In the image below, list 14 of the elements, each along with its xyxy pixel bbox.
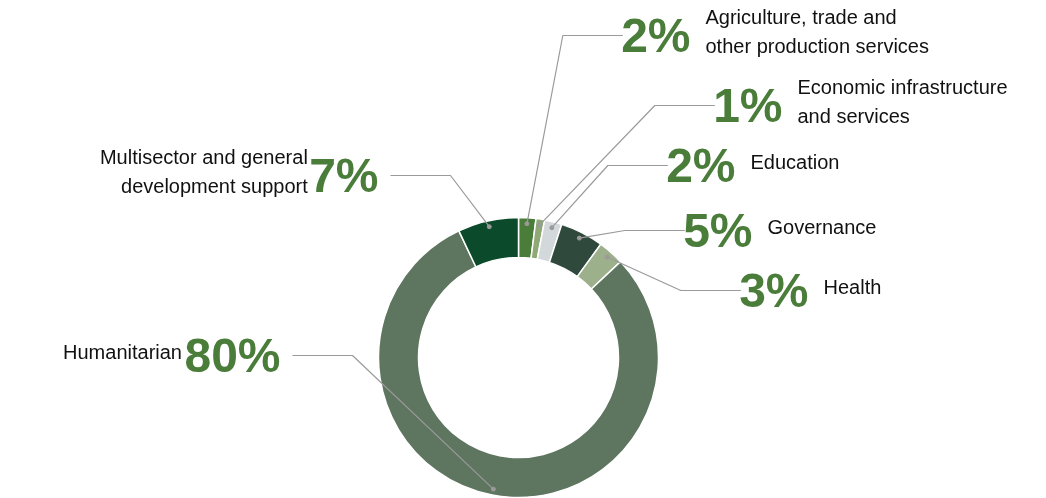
data-label: 3% (739, 264, 809, 317)
data-label: 1% (713, 79, 783, 132)
data-label: 80% (184, 329, 281, 382)
slice-label: Health (823, 275, 882, 298)
slice-label: Humanitarian (63, 340, 182, 363)
slice-label: Education (750, 150, 840, 173)
data-label: 5% (683, 204, 753, 257)
data-label: 2% (666, 139, 736, 192)
slice-label: Agriculture, trade and other production services (705, 6, 929, 57)
data-label: 7% (309, 149, 379, 202)
slice-label: Governance (767, 215, 877, 238)
slice-label: Economic infrastructure and services (797, 76, 1008, 127)
data-label: 2% (621, 9, 691, 62)
slice-label: Multisector and general development support (99, 146, 309, 197)
